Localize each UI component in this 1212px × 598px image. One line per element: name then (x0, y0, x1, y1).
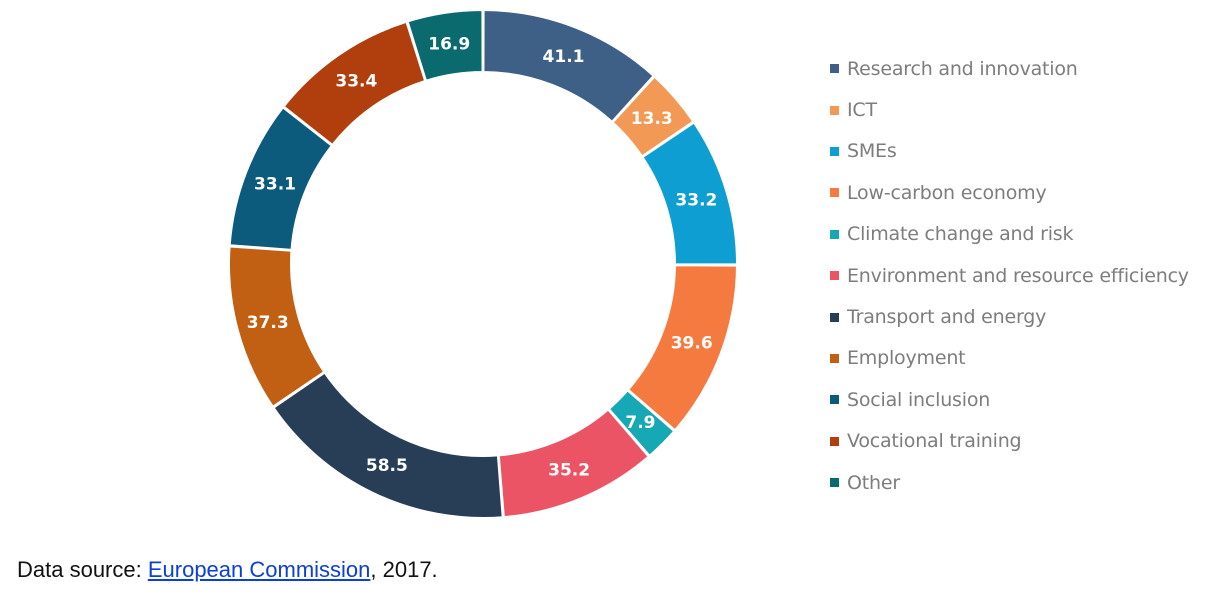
value-label-climate-change-and-risk: 7.9 (625, 413, 655, 433)
legend-swatch-icon (830, 271, 839, 281)
legend-swatch-icon (830, 478, 839, 488)
value-label-social-inclusion: 33.1 (254, 175, 296, 195)
legend-item-environment-and-resource-efficiency: Environment and resource efficiency (830, 255, 1189, 296)
legend-label: Transport and energy (847, 306, 1047, 329)
legend-label: Other (847, 471, 900, 494)
data-source-note: Data source: European Commission, 2017. (17, 557, 438, 583)
segment-transport-and-energy (272, 371, 504, 519)
legend-label: Employment (847, 347, 966, 370)
value-label-employment: 37.3 (247, 313, 289, 333)
legend-swatch-icon (830, 436, 839, 446)
segment-environment-and-resource-efficiency (497, 408, 651, 519)
legend-swatch-icon (830, 146, 839, 156)
value-label-smes: 33.2 (675, 190, 717, 210)
legend-item-climate-change-and-risk: Climate change and risk (830, 214, 1189, 255)
legend-swatch-icon (830, 353, 839, 363)
legend-swatch-icon (830, 188, 839, 198)
source-prefix: Data source: (17, 557, 148, 582)
legend-swatch-icon (830, 64, 839, 74)
segment-smes (641, 121, 739, 266)
legend-label: Social inclusion (847, 388, 991, 411)
legend-item-other: Other (830, 462, 1189, 503)
legend-label: Vocational training (847, 430, 1022, 453)
segment-low-carbon-economy (626, 264, 739, 432)
donut-segments (228, 8, 739, 519)
legend-label: SMEs (847, 140, 897, 163)
chart-legend: Research and innovation ICT SMEs Low-carbon… (830, 48, 1189, 503)
legend-swatch-icon (830, 229, 839, 239)
legend-label: Low-carbon economy (847, 181, 1047, 204)
legend-item-research-and-innovation: Research and innovation (830, 48, 1189, 89)
segment-vocational-training (282, 20, 427, 147)
segment-research-and-innovation (482, 8, 656, 124)
legend-item-transport-and-energy: Transport and energy (830, 296, 1189, 337)
value-label-vocational-training: 33.4 (335, 71, 377, 91)
legend-label: Research and innovation (847, 57, 1078, 80)
legend-item-low-carbon-economy: Low-carbon economy (830, 172, 1189, 213)
value-label-research-and-innovation: 41.1 (543, 47, 585, 67)
legend-label: ICT (847, 99, 877, 122)
segment-ict (611, 75, 695, 158)
legend-item-vocational-training: Vocational training (830, 421, 1189, 462)
legend-swatch-icon (830, 312, 839, 322)
source-link[interactable]: European Commission (147, 557, 371, 582)
legend-item-ict: ICT (830, 89, 1189, 130)
legend-swatch-icon (830, 105, 839, 115)
segment-employment (228, 245, 326, 409)
legend-item-social-inclusion: Social inclusion (830, 379, 1189, 420)
legend-label: Environment and resource efficiency (847, 264, 1189, 287)
legend-item-employment: Employment (830, 338, 1189, 379)
value-label-ict: 13.3 (631, 109, 673, 129)
source-suffix: , 2017. (370, 557, 438, 582)
value-label-transport-and-energy: 58.5 (366, 456, 408, 476)
value-label-environment-and-resource-efficiency: 35.2 (548, 461, 590, 481)
legend-label: Climate change and risk (847, 223, 1074, 246)
value-label-low-carbon-economy: 39.6 (671, 334, 713, 354)
legend-item-smes: SMEs (830, 131, 1189, 172)
segment-social-inclusion (228, 106, 334, 251)
legend-swatch-icon (830, 395, 839, 405)
segment-other (406, 8, 484, 82)
donut-value-labels: 41.1 13.3 33.2 39.6 7.9 35.2 58.5 37.3 33.1 33.4 1… (247, 35, 718, 481)
value-label-other: 16.9 (428, 35, 470, 55)
